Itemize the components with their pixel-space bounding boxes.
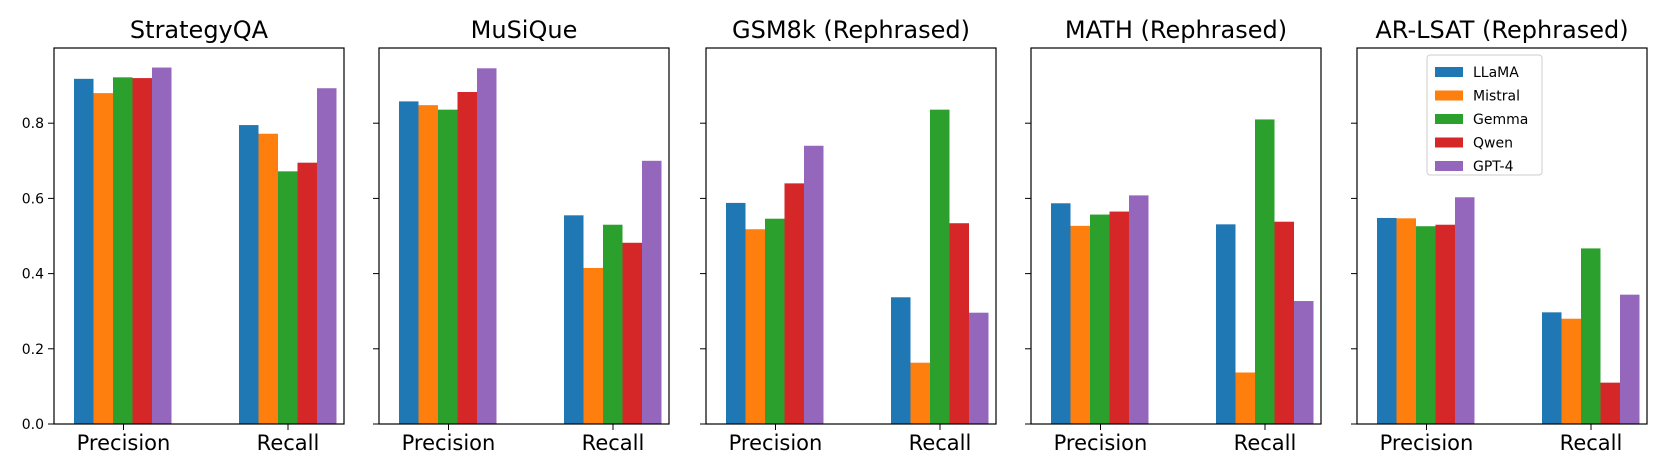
bar-qwen-precision bbox=[457, 91, 477, 425]
bar-mistral-precision bbox=[418, 105, 438, 425]
panel-title: AR-LSAT (Rephrased) bbox=[1375, 16, 1628, 44]
bar-gemma-recall bbox=[930, 109, 950, 424]
y-tick-label: 0.2 bbox=[22, 342, 44, 358]
bar-llama-precision bbox=[726, 202, 746, 424]
chart-panel-2: Precision Recall MuSiQue bbox=[373, 16, 670, 455]
bar-mistral-recall bbox=[1235, 372, 1255, 424]
y-tick-label: 0.0 bbox=[22, 417, 44, 433]
bar-gemma-precision bbox=[1416, 226, 1436, 424]
bar-mistral-precision bbox=[93, 93, 113, 425]
bar-gpt-4-recall bbox=[642, 160, 662, 425]
bar-gpt-4-precision bbox=[1129, 195, 1149, 424]
bar-gpt-4-precision bbox=[152, 67, 172, 425]
bar-gpt-4-recall bbox=[969, 312, 989, 424]
legend-swatch-gemma bbox=[1435, 114, 1463, 124]
legend-swatch-llama bbox=[1435, 67, 1463, 77]
bar-llama-recall bbox=[564, 215, 584, 424]
bar-qwen-precision bbox=[132, 78, 152, 424]
legend-label-llama: LLaMA bbox=[1473, 65, 1519, 81]
bar-gpt-4-recall bbox=[317, 88, 337, 424]
legend: LLaMA Mistral Gemma Qwen GPT-4 bbox=[1426, 54, 1543, 176]
bar-gemma-precision bbox=[1090, 214, 1110, 424]
legend-label-gpt-4: GPT-4 bbox=[1473, 159, 1514, 175]
legend-label-gemma: Gemma bbox=[1473, 112, 1528, 128]
bar-mistral-precision bbox=[745, 229, 765, 424]
x-tick-label-recall: Recall bbox=[257, 431, 320, 455]
panel-title: GSM8k (Rephrased) bbox=[732, 16, 970, 44]
bar-mistral-precision bbox=[1396, 218, 1416, 424]
bar-gemma-recall bbox=[278, 171, 298, 424]
panel-title: StrategyQA bbox=[130, 16, 269, 44]
chart-panel-5: Precision Recall AR-LSAT (Rephrased) bbox=[1351, 16, 1648, 455]
plot-frame bbox=[53, 47, 345, 425]
bar-gpt-4-precision bbox=[804, 145, 824, 424]
bar-gpt-4-precision bbox=[1455, 197, 1475, 424]
chart-panel-4: Precision Recall MATH (Rephrased) bbox=[1025, 16, 1322, 455]
plot-frame bbox=[705, 47, 997, 425]
bar-gemma-recall bbox=[603, 224, 623, 424]
panel-title: MATH (Rephrased) bbox=[1065, 16, 1287, 44]
bar-llama-precision bbox=[1051, 203, 1071, 424]
panel-title: MuSiQue bbox=[471, 16, 578, 44]
bar-qwen-recall bbox=[622, 242, 642, 424]
bar-llama-precision bbox=[74, 78, 94, 424]
legend-swatch-gpt-4 bbox=[1435, 161, 1463, 171]
bar-llama-precision bbox=[399, 101, 419, 424]
x-tick-label-precision: Precision bbox=[402, 431, 496, 455]
bar-gpt-4-precision bbox=[477, 68, 497, 425]
chart-panel-1: 0.0 0.2 0.4 0.6 0.8 Precision Recall StrategyQA bbox=[22, 16, 345, 455]
x-tick-label-precision: Precision bbox=[1054, 431, 1148, 455]
legend-swatch-mistral bbox=[1435, 90, 1463, 101]
x-tick-label-recall: Recall bbox=[582, 431, 645, 455]
bar-mistral-recall bbox=[258, 133, 278, 425]
bar-llama-precision bbox=[1377, 217, 1397, 424]
legend-label-qwen: Qwen bbox=[1473, 136, 1513, 152]
bar-llama-recall bbox=[891, 297, 911, 424]
bar-mistral-precision bbox=[1070, 225, 1090, 424]
x-tick-label-precision: Precision bbox=[77, 431, 171, 455]
bar-mistral-recall bbox=[910, 362, 930, 424]
bar-qwen-precision bbox=[784, 183, 804, 424]
bar-gemma-recall bbox=[1581, 248, 1601, 424]
bar-qwen-precision bbox=[1109, 211, 1129, 424]
x-tick-label-precision: Precision bbox=[1380, 431, 1474, 455]
bar-gemma-precision bbox=[765, 218, 785, 424]
bar-gemma-precision bbox=[438, 109, 458, 424]
y-tick-label: 0.6 bbox=[22, 191, 44, 207]
bar-llama-recall bbox=[239, 125, 259, 424]
plot-frame bbox=[378, 47, 670, 425]
bar-mistral-recall bbox=[583, 267, 603, 424]
bar-qwen-recall bbox=[949, 223, 969, 424]
bar-qwen-precision bbox=[1435, 224, 1455, 424]
y-tick-label: 0.8 bbox=[22, 116, 44, 132]
bar-gpt-4-recall bbox=[1620, 294, 1640, 424]
bar-qwen-recall bbox=[1600, 382, 1620, 424]
bar-qwen-recall bbox=[297, 162, 317, 424]
plot-frame bbox=[1356, 47, 1648, 425]
bar-gemma-recall bbox=[1255, 119, 1275, 424]
bar-llama-recall bbox=[1542, 312, 1562, 424]
bar-llama-recall bbox=[1216, 224, 1236, 424]
plot-frame bbox=[1030, 47, 1322, 425]
bar-gpt-4-recall bbox=[1294, 301, 1314, 424]
legend-label-mistral: Mistral bbox=[1473, 89, 1520, 105]
bar-gemma-precision bbox=[113, 77, 133, 424]
bar-mistral-recall bbox=[1561, 318, 1581, 424]
legend-swatch-qwen bbox=[1435, 137, 1463, 148]
x-tick-label-recall: Recall bbox=[1560, 431, 1623, 455]
x-tick-label-precision: Precision bbox=[729, 431, 823, 455]
y-tick-label: 0.4 bbox=[22, 267, 44, 283]
chart-panel-3: Precision Recall GSM8k (Rephrased) bbox=[700, 16, 997, 455]
x-tick-label-recall: Recall bbox=[909, 431, 972, 455]
bar-qwen-recall bbox=[1274, 221, 1294, 424]
x-tick-label-recall: Recall bbox=[1234, 431, 1297, 455]
